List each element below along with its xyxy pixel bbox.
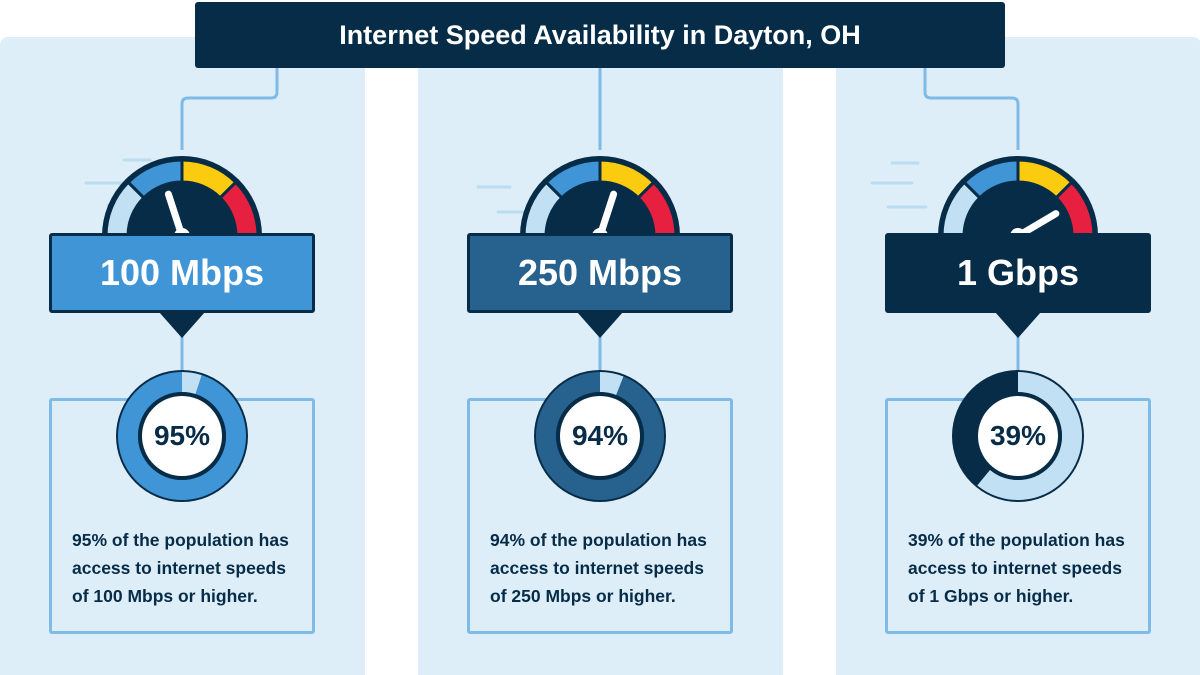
donut-value-label: 95% — [153, 420, 211, 451]
description-line: of 1 Gbps or higher. — [908, 586, 1074, 606]
speed-tier-label: 250 Mbps — [467, 233, 733, 313]
donut-value-slice — [118, 372, 246, 500]
pointer-arrow — [995, 312, 1041, 338]
stat-description: 39% of the population has access to inte… — [908, 526, 1148, 610]
pointer-arrow — [159, 312, 205, 338]
description-line: of 250 Mbps or higher. — [490, 586, 676, 606]
description-line: 39% of the population has — [908, 530, 1125, 550]
stat-description: 95% of the population has access to inte… — [72, 526, 312, 610]
description-line: access to internet speeds — [490, 558, 704, 578]
description-line: 94% of the population has — [490, 530, 707, 550]
donut-chart — [952, 370, 1084, 502]
description-line: of 100 Mbps or higher. — [72, 586, 258, 606]
speed-tier-label: 1 Gbps — [885, 233, 1151, 313]
pointer-arrow — [577, 312, 623, 338]
speedometer-icon — [938, 156, 1098, 240]
stat-description: 94% of the population has access to inte… — [490, 526, 730, 610]
description-line: access to internet speeds — [72, 558, 286, 578]
donut-chart — [116, 370, 248, 502]
donut-chart — [534, 370, 666, 502]
donut-value-label: 39% — [989, 420, 1047, 451]
description-line: access to internet speeds — [908, 558, 1122, 578]
donut-value-slice — [954, 372, 1018, 486]
speedometer-icon — [102, 156, 262, 240]
donut-remainder-slice — [182, 372, 202, 395]
page-title: Internet Speed Availability in Dayton, O… — [195, 2, 1005, 68]
donut-remainder-slice — [600, 372, 624, 396]
donut-remainder-slice — [977, 372, 1082, 500]
speedometer-icon — [520, 156, 680, 240]
donut-value-slice — [536, 372, 664, 500]
donut-value-label: 94% — [571, 420, 629, 451]
speed-tier-label: 100 Mbps — [49, 233, 315, 313]
description-line: 95% of the population has — [72, 530, 289, 550]
